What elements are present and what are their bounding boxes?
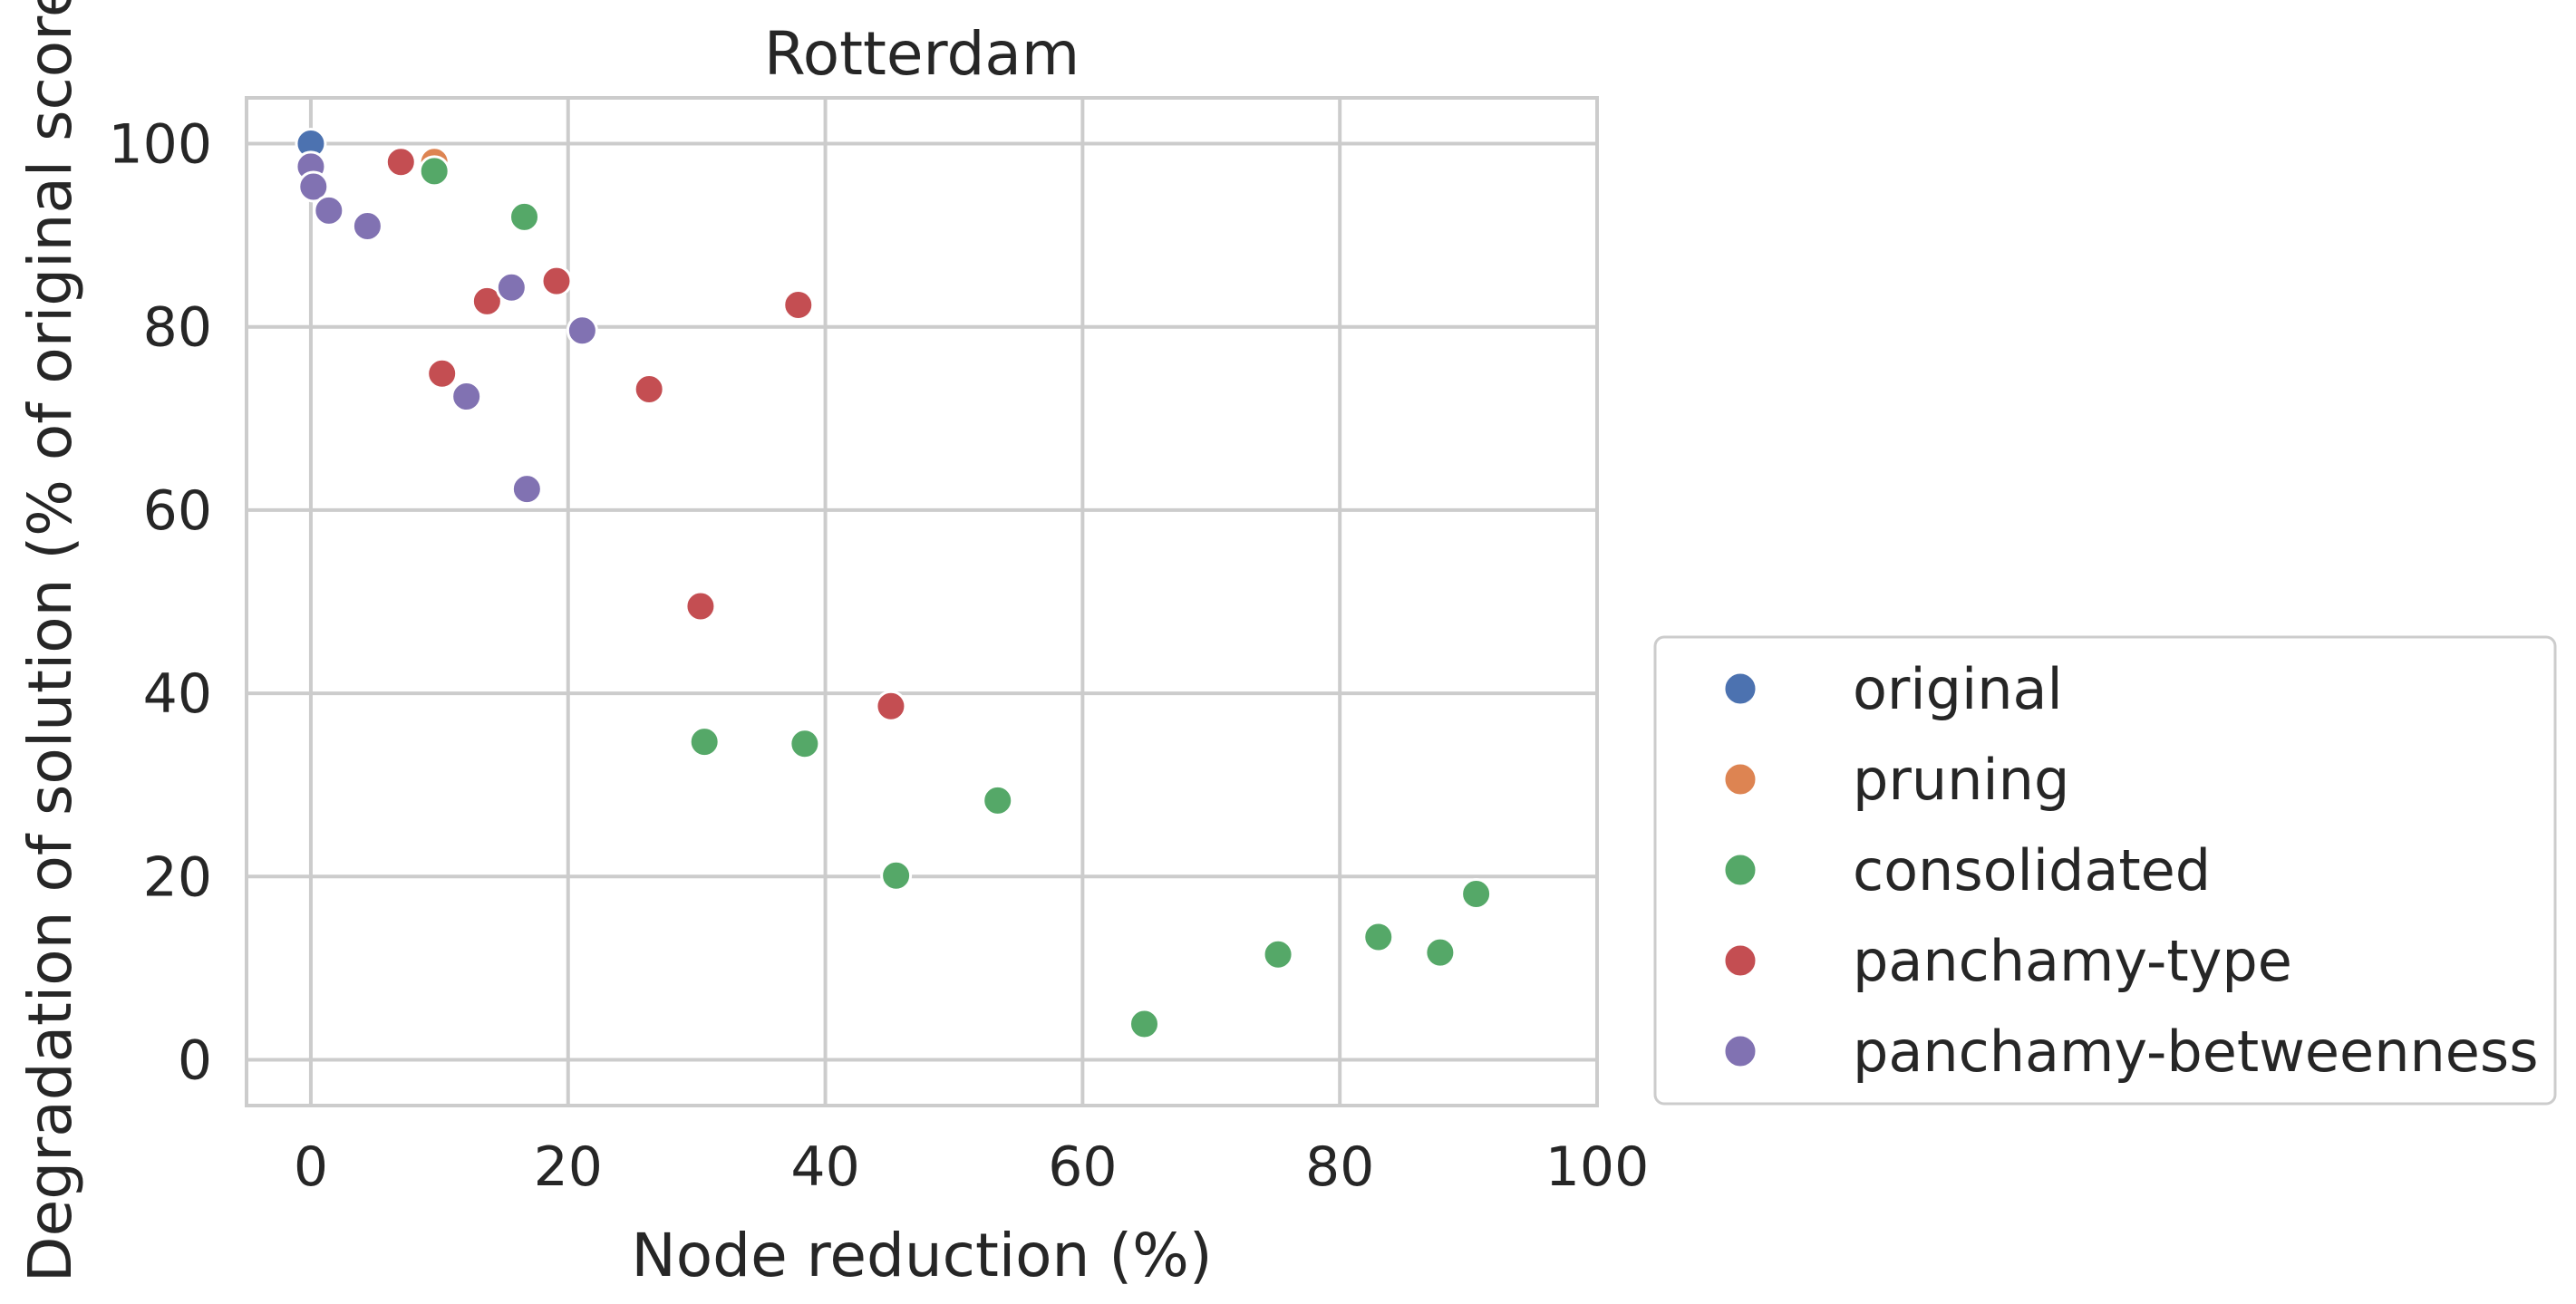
plot-background	[247, 98, 1597, 1106]
data-point-panchamy-type	[426, 357, 459, 390]
legend-marker	[1722, 671, 1758, 707]
legend: original pruning consolidated panchamy-type…	[1653, 635, 2557, 1106]
legend-label: panchamy-type	[1853, 928, 2292, 994]
legend-marker	[1722, 942, 1758, 979]
data-point-consolidated	[688, 726, 721, 758]
data-point-panchamy-betweenness	[510, 473, 543, 506]
x-tick-labels: 0 20 40 60 80 100	[294, 1135, 1649, 1199]
data-point-consolidated	[1128, 1008, 1160, 1040]
data-point-panchamy-betweenness	[297, 170, 330, 203]
y-tick-label: 80	[143, 296, 212, 360]
x-tick-label: 80	[1305, 1135, 1374, 1199]
legend-items: original pruning consolidated panchamy-type…	[1722, 656, 2539, 1085]
data-point-panchamy-betweenness	[351, 210, 383, 243]
y-tick-label: 0	[178, 1029, 212, 1092]
plot-frame	[245, 96, 1599, 1107]
y-tick-label: 60	[143, 479, 212, 543]
legend-marker	[1722, 1033, 1758, 1069]
legend-label: original	[1853, 656, 2063, 722]
data-point-consolidated	[1262, 938, 1294, 971]
data-point-panchamy-type	[875, 690, 907, 722]
data-point-panchamy-type	[782, 288, 815, 321]
data-point-panchamy-type	[633, 372, 665, 405]
data-point-panchamy-type	[384, 146, 417, 179]
legend-frame	[1653, 635, 2557, 1106]
x-tick-label: 100	[1545, 1135, 1650, 1199]
data-point-panchamy-betweenness	[313, 194, 345, 227]
data-point-panchamy-type	[684, 590, 717, 623]
data-point-panchamy-betweenness	[450, 381, 483, 413]
data-point-consolidated	[508, 200, 541, 233]
data-point-consolidated	[1362, 921, 1395, 953]
legend-label: pruning	[1853, 747, 2069, 813]
data-point-panchamy-betweenness	[566, 314, 598, 347]
y-tick-labels: 0 20 40 60 80 100	[108, 113, 212, 1093]
data-points	[295, 128, 1493, 1040]
data-point-panchamy-type	[540, 265, 573, 297]
data-point-consolidated	[982, 784, 1014, 816]
x-tick-label: 60	[1048, 1135, 1117, 1199]
data-point-consolidated	[1424, 936, 1457, 969]
x-tick-label: 40	[790, 1135, 859, 1199]
legend-label: consolidated	[1853, 837, 2211, 903]
data-point-panchamy-betweenness	[495, 271, 528, 304]
x-axis-title: Node reduction (%)	[631, 1221, 1212, 1290]
plot-area	[245, 96, 1599, 1107]
y-tick-label: 20	[143, 845, 212, 909]
y-axis-title: Degradation of solution (% of original s…	[15, 0, 85, 1282]
legend-marker	[1722, 852, 1758, 888]
x-tick-label: 0	[294, 1135, 328, 1199]
data-point-consolidated	[1460, 877, 1493, 910]
data-point-consolidated	[880, 859, 913, 892]
data-point-consolidated	[789, 728, 821, 760]
data-point-panchamy-type	[470, 285, 503, 317]
legend-label: panchamy-betweenness	[1853, 1019, 2539, 1085]
chart-title: Rotterdam	[764, 19, 1080, 89]
y-tick-label: 40	[143, 662, 212, 726]
x-tick-label: 20	[534, 1135, 603, 1199]
legend-marker	[1722, 761, 1758, 797]
data-point-consolidated	[418, 155, 450, 188]
y-tick-label: 100	[108, 113, 212, 177]
